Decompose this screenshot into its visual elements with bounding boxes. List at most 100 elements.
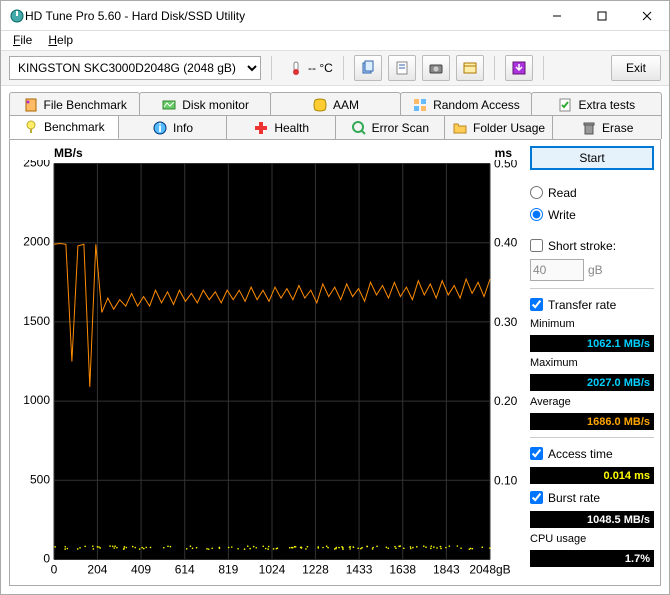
average-label: Average — [530, 396, 654, 408]
tab-extra-tests[interactable]: Extra tests — [531, 92, 662, 116]
tab-health[interactable]: Health — [226, 115, 336, 139]
tab-row-bottom: BenchmarkiInfoHealthError ScanFolder Usa… — [9, 115, 661, 139]
app-window: HD Tune Pro 5.60 - Hard Disk/SSD Utility… — [0, 0, 670, 595]
svg-text:204: 204 — [87, 563, 107, 577]
copy-text-button[interactable] — [388, 55, 416, 81]
svg-text:0.10: 0.10 — [494, 473, 518, 487]
tab-icon — [161, 97, 177, 113]
cpu-usage-label: CPU usage — [530, 533, 654, 545]
burst-rate-check[interactable]: Burst rate — [530, 489, 654, 506]
cpu-usage-value: 1.7% — [530, 550, 654, 567]
tab-error-scan[interactable]: Error Scan — [335, 115, 445, 139]
start-button[interactable]: Start — [530, 146, 654, 170]
window-title: HD Tune Pro 5.60 - Hard Disk/SSD Utility — [25, 9, 534, 23]
app-icon — [9, 8, 25, 24]
tab-container: File BenchmarkDisk monitorAAMRandom Acce… — [1, 86, 669, 139]
svg-text:1228: 1228 — [302, 563, 329, 577]
menu-file[interactable]: File — [7, 31, 38, 49]
write-radio[interactable]: Write — [530, 206, 654, 223]
svg-text:0.30: 0.30 — [494, 315, 518, 329]
separator — [494, 56, 495, 80]
svg-text:2000: 2000 — [23, 235, 50, 249]
svg-text:0: 0 — [43, 552, 50, 566]
svg-text:2500: 2500 — [23, 160, 50, 170]
copy-text-icon — [394, 60, 410, 76]
svg-text:0.40: 0.40 — [494, 236, 518, 250]
tab-info[interactable]: iInfo — [118, 115, 228, 139]
benchmark-chart: 050010001500200025000.500.400.300.200.10… — [16, 160, 524, 579]
tab-benchmark[interactable]: Benchmark — [9, 115, 119, 139]
temperature-value: -- °C — [308, 61, 333, 75]
access-time-check[interactable]: Access time — [530, 445, 654, 462]
menu-help[interactable]: Help — [42, 31, 79, 49]
tab-disk-monitor[interactable]: Disk monitor — [139, 92, 270, 116]
exit-button[interactable]: Exit — [611, 55, 661, 81]
short-stroke-input[interactable] — [530, 259, 584, 281]
tab-folder-usage[interactable]: Folder Usage — [444, 115, 554, 139]
left-axis-label: MB/s — [54, 146, 83, 160]
tab-icon: i — [152, 120, 168, 136]
tab-icon — [312, 97, 328, 113]
separator — [271, 56, 272, 80]
separator — [543, 56, 544, 80]
tab-row-top: File BenchmarkDisk monitorAAMRandom Acce… — [9, 92, 661, 116]
chart-container: MB/s ms 050010001500200025000.500.400.30… — [16, 146, 524, 579]
svg-text:1638: 1638 — [389, 563, 416, 577]
save-icon — [511, 60, 527, 76]
camera-icon — [428, 60, 444, 76]
save-button[interactable] — [505, 55, 533, 81]
burst-rate-label: Burst rate — [548, 491, 600, 505]
read-label: Read — [548, 186, 577, 200]
screenshot-button[interactable] — [422, 55, 450, 81]
average-value: 1686.0 MB/s — [530, 413, 654, 430]
thermometer-icon — [288, 60, 304, 76]
close-button[interactable] — [624, 1, 669, 30]
tab-icon — [23, 97, 39, 113]
minimum-value: 1062.1 MB/s — [530, 335, 654, 352]
svg-text:1000: 1000 — [23, 393, 50, 407]
svg-text:0.50: 0.50 — [494, 160, 518, 171]
tab-icon — [23, 119, 39, 135]
copy-info-button[interactable] — [354, 55, 382, 81]
tab-file-benchmark[interactable]: File Benchmark — [9, 92, 140, 116]
divider — [530, 437, 654, 438]
chart-y-labels: MB/s ms — [16, 146, 524, 160]
copy-icon — [360, 60, 376, 76]
settings-button[interactable] — [456, 55, 484, 81]
svg-text:i: i — [158, 121, 161, 135]
tab-aam[interactable]: AAM — [270, 92, 401, 116]
transfer-rate-check[interactable]: Transfer rate — [530, 296, 654, 313]
menubar: File Help — [1, 31, 669, 50]
tab-icon — [412, 97, 428, 113]
separator — [343, 56, 344, 80]
tab-erase[interactable]: Erase — [552, 115, 662, 139]
toolbar: KINGSTON SKC3000D2048G (2048 gB) -- °C E… — [1, 50, 669, 86]
minimize-button[interactable] — [534, 1, 579, 30]
svg-text:2048gB: 2048gB — [469, 563, 510, 577]
svg-text:1024: 1024 — [259, 563, 286, 577]
tab-random-access[interactable]: Random Access — [400, 92, 531, 116]
divider — [530, 288, 654, 289]
content-panel: MB/s ms 050010001500200025000.500.400.30… — [9, 139, 661, 586]
svg-text:1500: 1500 — [23, 314, 50, 328]
short-stroke-row: gB — [530, 259, 654, 281]
transfer-rate-label: Transfer rate — [548, 298, 616, 312]
maximize-button[interactable] — [579, 1, 624, 30]
svg-text:1843: 1843 — [433, 563, 460, 577]
titlebar: HD Tune Pro 5.60 - Hard Disk/SSD Utility — [1, 1, 669, 31]
short-stroke-check[interactable]: Short stroke: — [530, 237, 654, 254]
svg-text:0: 0 — [51, 563, 58, 577]
read-radio[interactable]: Read — [530, 184, 654, 201]
maximum-label: Maximum — [530, 357, 654, 369]
side-panel: Start Read Write Short stroke: gB Transf… — [530, 146, 654, 579]
access-time-value: 0.014 ms — [530, 467, 654, 484]
right-axis-label: ms — [495, 146, 512, 160]
minimum-label: Minimum — [530, 318, 654, 330]
tab-icon — [452, 120, 468, 136]
drive-select[interactable]: KINGSTON SKC3000D2048G (2048 gB) — [9, 56, 261, 80]
svg-text:0.20: 0.20 — [494, 394, 518, 408]
chart-area: 050010001500200025000.500.400.300.200.10… — [16, 160, 524, 579]
access-time-label: Access time — [548, 447, 613, 461]
tab-icon — [253, 120, 269, 136]
maximum-value: 2027.0 MB/s — [530, 374, 654, 391]
